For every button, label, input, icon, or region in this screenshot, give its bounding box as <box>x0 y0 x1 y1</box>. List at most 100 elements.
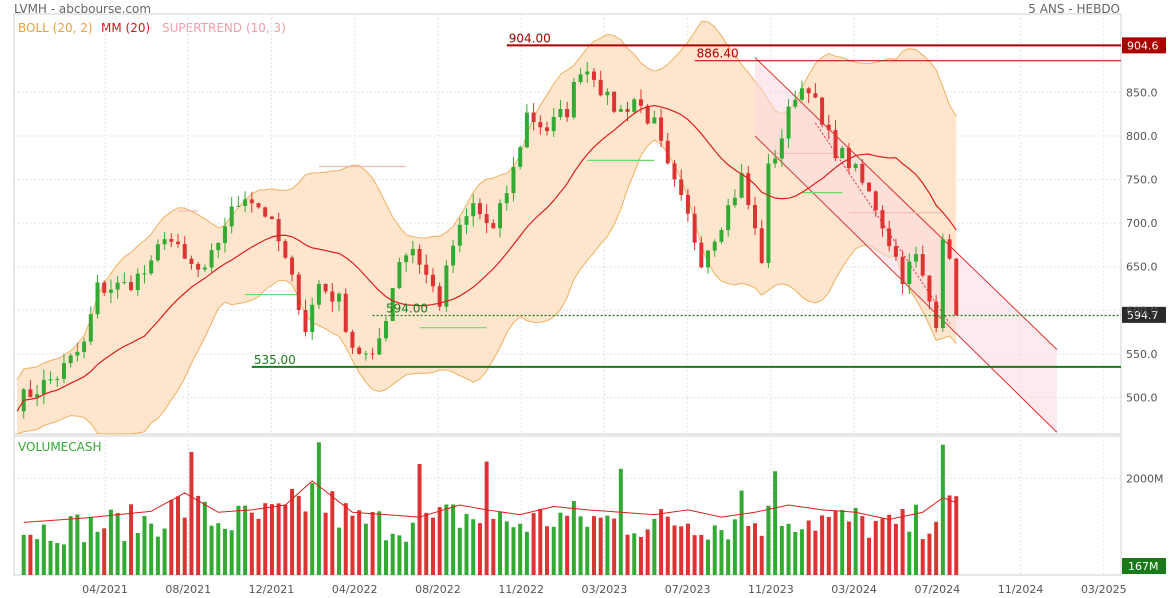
volume-bar <box>196 495 201 575</box>
candle-body <box>216 243 221 251</box>
candle-body <box>363 353 368 355</box>
candle-body <box>182 244 187 259</box>
volume-bar <box>531 513 536 575</box>
volume-bar <box>337 527 342 575</box>
x-tick-label: 07/2024 <box>914 583 960 596</box>
bollinger-lower-line <box>16 139 957 435</box>
volume-bar <box>692 535 697 575</box>
x-tick-label: 08/2022 <box>415 583 461 596</box>
volume-bar <box>169 500 174 575</box>
y-tick-label: 750.0 <box>1126 174 1158 187</box>
volume-bar <box>176 496 181 575</box>
volume-bar <box>316 442 321 575</box>
level-904-axis-label: 904.6 <box>1127 39 1159 52</box>
volume-bar <box>860 516 865 575</box>
candle-body <box>638 99 643 106</box>
volume-bar <box>585 526 590 575</box>
volume-bar <box>102 528 107 575</box>
volume-bar <box>477 523 482 575</box>
candle-body <box>591 71 596 80</box>
volume-bar <box>451 504 456 575</box>
candle-body <box>350 331 355 348</box>
regression-channel <box>754 57 1058 433</box>
x-tick-label: 03/2024 <box>831 583 877 596</box>
volume-bar <box>746 526 751 575</box>
volume-bar <box>518 523 523 575</box>
candle-body <box>68 355 73 364</box>
volume-bar <box>679 526 684 575</box>
candle-body <box>176 241 181 245</box>
candle-body <box>820 97 825 125</box>
volume-bar <box>68 516 73 575</box>
volume-bar <box>296 495 301 575</box>
candle-body <box>323 283 328 292</box>
volume-bar <box>498 511 503 575</box>
candle-body <box>149 260 154 274</box>
volume-bar <box>115 512 120 575</box>
volume-bar <box>759 535 764 575</box>
ma-line <box>16 104 957 412</box>
volume-bar <box>390 533 395 575</box>
candle-body <box>665 140 670 164</box>
candle-body <box>860 164 865 183</box>
y-tick-label: 800.0 <box>1126 130 1158 143</box>
volume-bar <box>632 533 637 575</box>
indicator-ma-label: MM (20) <box>101 21 151 35</box>
candle-body <box>95 282 100 315</box>
candle-body <box>310 304 315 333</box>
candle-body <box>417 248 422 265</box>
candle-body <box>585 71 590 75</box>
x-tick-label: 07/2023 <box>665 583 711 596</box>
volume-bar <box>612 518 617 575</box>
volume-bar <box>222 528 227 575</box>
volume-bar <box>28 534 33 575</box>
candle-body <box>61 363 66 379</box>
price-panel-frame <box>13 13 1122 435</box>
candle-body <box>424 264 429 275</box>
candle-body <box>511 166 516 194</box>
y-tick-label: 650.0 <box>1126 261 1158 274</box>
volume-bar <box>753 523 757 575</box>
x-tick-label: 11/2023 <box>748 583 794 596</box>
volume-bar <box>786 523 791 575</box>
candle-body <box>598 79 603 96</box>
volume-bar <box>397 535 402 575</box>
candle-body <box>893 246 898 257</box>
candle-body <box>115 282 120 290</box>
candle-body <box>840 147 845 159</box>
candle-body <box>484 214 489 224</box>
candle-body <box>108 289 113 293</box>
volume-bar <box>424 512 429 575</box>
candle-body <box>773 158 778 164</box>
volume-bar <box>914 504 919 575</box>
volume-bar <box>484 461 489 575</box>
volume-bar <box>826 516 831 575</box>
candle-body <box>786 106 791 139</box>
volume-bar <box>840 509 845 575</box>
volume-bar <box>867 537 872 575</box>
volume-bar <box>343 503 348 575</box>
candle-body <box>846 147 851 169</box>
x-tick-label: 11/2022 <box>498 583 544 596</box>
candle-body <box>914 254 919 262</box>
candle-body <box>155 244 160 261</box>
candle-body <box>263 207 268 217</box>
candle-body <box>793 99 798 107</box>
candle-body <box>565 109 570 118</box>
volume-ma-line <box>23 480 957 523</box>
volume-bar <box>249 512 254 575</box>
axes: 500.0 550.0 600.0 650.0 700.0 750.0 800.0 850.0… <box>82 86 1157 596</box>
candle-body <box>867 182 872 192</box>
candle-body <box>437 286 442 307</box>
volume-bar <box>464 513 469 575</box>
volume-bar <box>283 504 288 575</box>
candle-body <box>887 228 892 247</box>
volume-bar <box>887 514 892 575</box>
candle-body <box>269 216 274 220</box>
volume-bar <box>940 444 945 575</box>
candle-body <box>920 254 925 276</box>
candle-body <box>806 88 811 94</box>
volume-bar <box>853 507 858 575</box>
volume-title: VOLUMECASH <box>18 440 102 454</box>
candle-body <box>491 223 496 229</box>
